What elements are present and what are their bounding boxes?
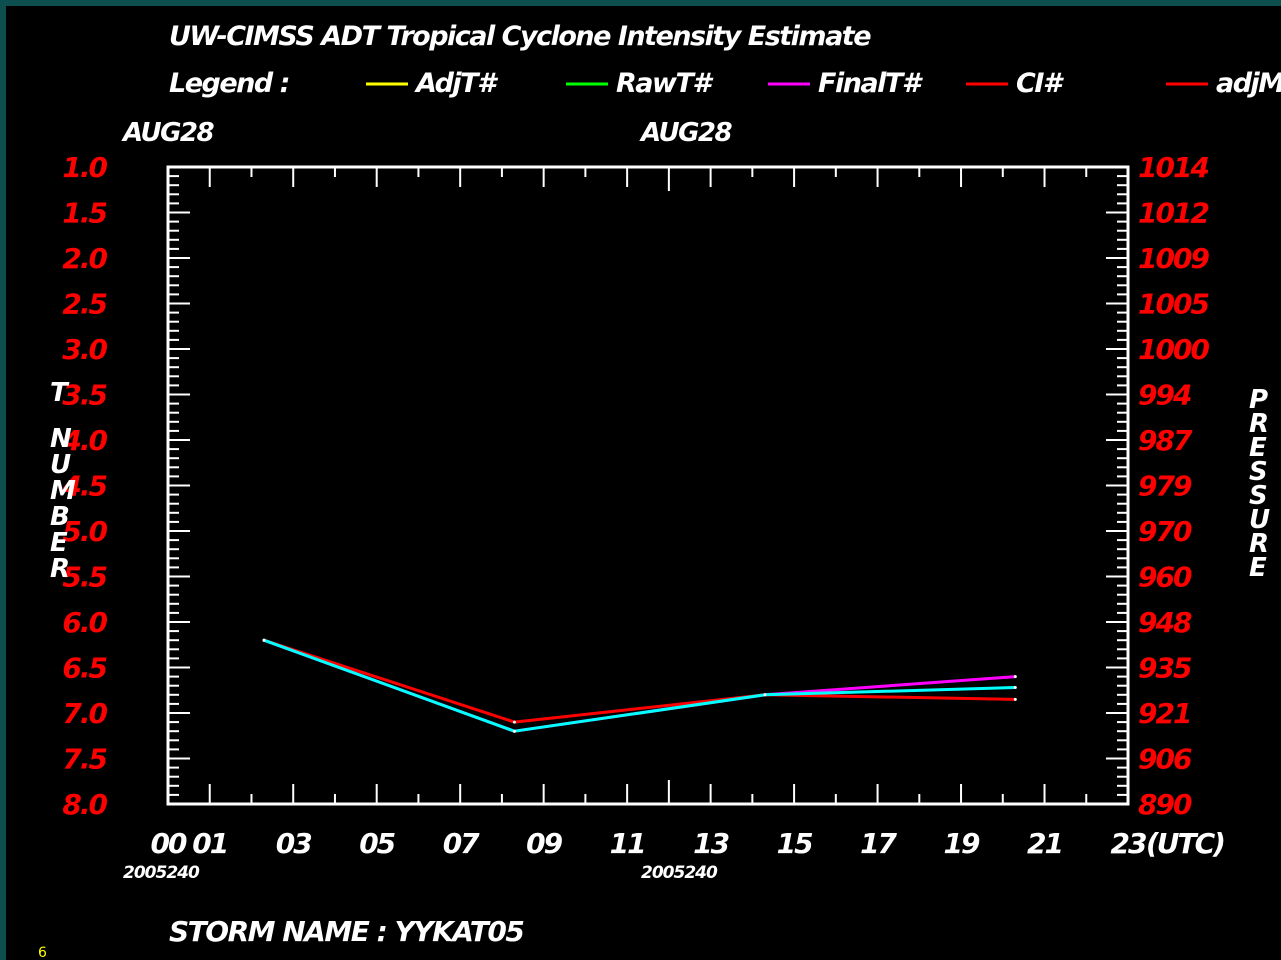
y2-tick-label: 1000 bbox=[1138, 333, 1209, 366]
x-tick-label: 13 bbox=[693, 827, 728, 860]
x-axis-title: (UTC) bbox=[1146, 827, 1224, 860]
date-bottom-mid: 2005240 bbox=[641, 863, 718, 883]
y-tick-label: 2.0 bbox=[62, 242, 107, 275]
y-axis-title-letter: M bbox=[50, 476, 76, 506]
legend-item-label: RawT# bbox=[616, 68, 714, 99]
y-axis-title-letter: T bbox=[50, 378, 70, 408]
y2-tick-label: 960 bbox=[1138, 561, 1192, 594]
y2-tick-label: 1014 bbox=[1138, 151, 1208, 184]
y-tick-label: 1.5 bbox=[62, 197, 107, 230]
y-tick-label: 1.0 bbox=[62, 151, 107, 184]
y-tick-label: 3.5 bbox=[62, 379, 107, 412]
x-tick-label: 17 bbox=[860, 827, 897, 860]
y2-axis-tick-labels: 1014 1012 1009 1005 1000 994 987 979 970 960 948 93… bbox=[1138, 151, 1211, 821]
adt-intensity-chart: UW-CIMSS ADT Tropical Cyclone Intensity … bbox=[38, 21, 1281, 960]
x-tick-label: 07 bbox=[443, 827, 480, 860]
y2-axis-title-letter: S bbox=[1249, 481, 1268, 511]
series-point bbox=[262, 638, 266, 642]
y2-tick-label: 994 bbox=[1138, 379, 1191, 412]
y-tick-label: 4.0 bbox=[61, 424, 107, 457]
x-tick-label: 01 bbox=[192, 827, 227, 860]
series-point bbox=[512, 729, 516, 733]
y-tick-label: 5.5 bbox=[62, 561, 107, 594]
series-line bbox=[263, 638, 1016, 724]
axis-major-ticks bbox=[167, 167, 1129, 804]
chart-title: UW-CIMSS ADT Tropical Cyclone Intensity … bbox=[169, 21, 871, 52]
y-axis-title-letter: R bbox=[50, 554, 70, 584]
y-axis-tick-labels: 1.0 1.5 2.0 2.5 3.0 3.5 4.0 4.5 5.0 5.5 6.0 6.5 7.0 7… bbox=[61, 151, 109, 821]
x-tick-label: 23 bbox=[1111, 827, 1146, 860]
legend-item-label: FinalT# bbox=[818, 68, 924, 99]
y2-tick-label: 935 bbox=[1138, 652, 1192, 685]
x-tick-label: 19 bbox=[944, 827, 980, 860]
series-point bbox=[1013, 686, 1017, 690]
y2-tick-label: 979 bbox=[1138, 470, 1192, 503]
y2-tick-label: 921 bbox=[1138, 697, 1190, 730]
date-top-left: AUG28 bbox=[121, 118, 214, 148]
y-axis-title-letter: N bbox=[50, 424, 72, 454]
y2-tick-label: 1005 bbox=[1138, 288, 1209, 321]
y2-axis-title-letter: P bbox=[1249, 385, 1268, 415]
y2-tick-label: 970 bbox=[1138, 515, 1192, 548]
y2-axis-title-letter: U bbox=[1249, 505, 1270, 535]
series-line bbox=[263, 638, 1016, 733]
x-tick-label: 15 bbox=[777, 827, 813, 860]
y2-tick-label: 1012 bbox=[1138, 197, 1208, 230]
series-point bbox=[1013, 697, 1017, 701]
y2-axis-title-letter: S bbox=[1249, 457, 1268, 487]
y2-axis-title-letter: E bbox=[1249, 553, 1267, 583]
series-point bbox=[512, 720, 516, 724]
x-axis-tick-labels: 00 01 03 05 07 09 11 13 15 17 19 21 23 (UTC) bbox=[151, 827, 1227, 860]
storm-name: STORM NAME : YYKAT05 bbox=[169, 915, 524, 948]
y2-tick-label: 906 bbox=[1138, 743, 1192, 776]
y2-axis-title-letter: R bbox=[1249, 409, 1269, 439]
x-tick-label: 21 bbox=[1027, 827, 1062, 860]
y-tick-label: 5.0 bbox=[62, 515, 107, 548]
legend-label: Legend : bbox=[169, 68, 289, 99]
legend-item-label: adjM bbox=[1216, 68, 1281, 99]
y2-axis-title-letter: R bbox=[1249, 529, 1269, 559]
date-top-mid: AUG28 bbox=[639, 118, 732, 148]
date-bottom-left: 2005240 bbox=[123, 863, 200, 883]
x-tick-label: 00 bbox=[151, 827, 187, 860]
y2-axis-title-letter: E bbox=[1249, 433, 1267, 463]
series-point bbox=[763, 693, 767, 697]
chart-series bbox=[262, 638, 1017, 733]
y-tick-label: 6.5 bbox=[62, 652, 107, 685]
chart-legend: Legend : AdjT# RawT# FinalT# CI# adjM bbox=[169, 68, 1281, 99]
y-tick-label: 3.0 bbox=[62, 333, 107, 366]
x-tick-label: 05 bbox=[359, 827, 395, 860]
series-line bbox=[263, 638, 1016, 733]
y-axis-title-letter: B bbox=[50, 502, 70, 532]
y-tick-label: 4.5 bbox=[61, 470, 107, 503]
corner-number: 6 bbox=[38, 945, 47, 960]
legend-item-label: CI# bbox=[1016, 68, 1065, 99]
y-tick-label: 6.0 bbox=[62, 606, 107, 639]
y-tick-label: 8.0 bbox=[62, 788, 107, 821]
chart-frame: UW-CIMSS ADT Tropical Cyclone Intensity … bbox=[6, 6, 1281, 960]
y2-tick-label: 987 bbox=[1138, 424, 1193, 457]
y2-tick-label: 948 bbox=[1138, 606, 1192, 639]
y-axis-title-letter: U bbox=[50, 450, 71, 480]
axis-minor-ticks bbox=[168, 166, 1128, 805]
y-axis-title-letter: E bbox=[50, 528, 68, 558]
series-point bbox=[1013, 675, 1017, 679]
y-tick-label: 7.0 bbox=[62, 697, 107, 730]
y-tick-label: 7.5 bbox=[62, 743, 107, 776]
y-tick-label: 2.5 bbox=[62, 288, 107, 321]
y2-tick-label: 890 bbox=[1138, 788, 1192, 821]
x-tick-label: 03 bbox=[276, 827, 311, 860]
y2-tick-label: 1009 bbox=[1138, 242, 1209, 275]
legend-item-label: AdjT# bbox=[414, 68, 499, 99]
x-tick-label: 11 bbox=[610, 827, 645, 860]
x-tick-label: 09 bbox=[526, 827, 562, 860]
